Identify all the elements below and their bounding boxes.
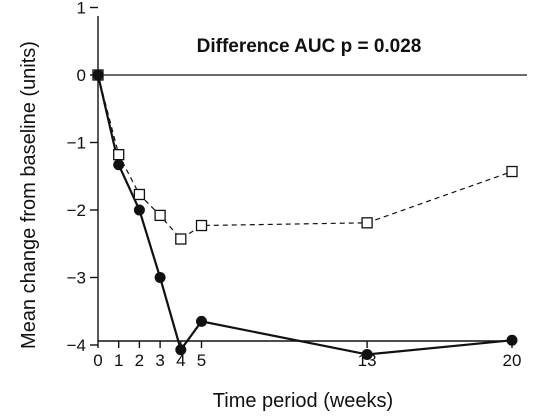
series-1-point xyxy=(175,344,187,356)
series-1-point xyxy=(154,272,166,283)
series-1-point xyxy=(133,204,145,216)
series-2-point xyxy=(506,165,518,178)
series-2-point xyxy=(133,188,146,201)
series-2-point xyxy=(361,217,373,229)
y-tick-label: −1 xyxy=(67,134,86,153)
chart-annotation: Difference AUC p = 0.028 xyxy=(197,36,422,57)
x-tick-label: 5 xyxy=(197,351,206,370)
series-1-point xyxy=(196,315,207,327)
y-axis-label: Mean change from baseline (units) xyxy=(18,41,40,349)
series-1-line xyxy=(96,74,513,356)
series-2-point xyxy=(175,233,187,245)
series-1-point xyxy=(361,348,373,360)
y-tick-label: 1 xyxy=(77,0,86,18)
x-tick-label: 0 xyxy=(93,351,102,370)
y-tick-label: 0 xyxy=(77,66,86,85)
x-axis-label: Time period (weeks) xyxy=(213,390,393,412)
series-2-point xyxy=(154,209,166,222)
series-2-line xyxy=(97,74,513,240)
chart-series xyxy=(92,69,518,360)
x-tick-label: 2 xyxy=(135,351,144,370)
x-tick-label: 20 xyxy=(503,351,522,370)
x-tick-label: 4 xyxy=(176,351,185,370)
series-1-point xyxy=(113,159,125,171)
chart-axes: 10−1−2−3−40 1 2 3 4 5 13 20 xyxy=(67,0,527,370)
series-1-point xyxy=(92,69,104,81)
y-tick-label: −2 xyxy=(67,201,86,220)
x-tick-label: 1 xyxy=(114,351,123,370)
series-1-point xyxy=(506,334,518,346)
series-2-point xyxy=(113,148,125,161)
y-tick-label: −4 xyxy=(67,336,86,355)
y-tick-label: −3 xyxy=(67,269,86,288)
x-tick-label: 3 xyxy=(155,351,164,370)
series-2-point xyxy=(195,219,208,232)
